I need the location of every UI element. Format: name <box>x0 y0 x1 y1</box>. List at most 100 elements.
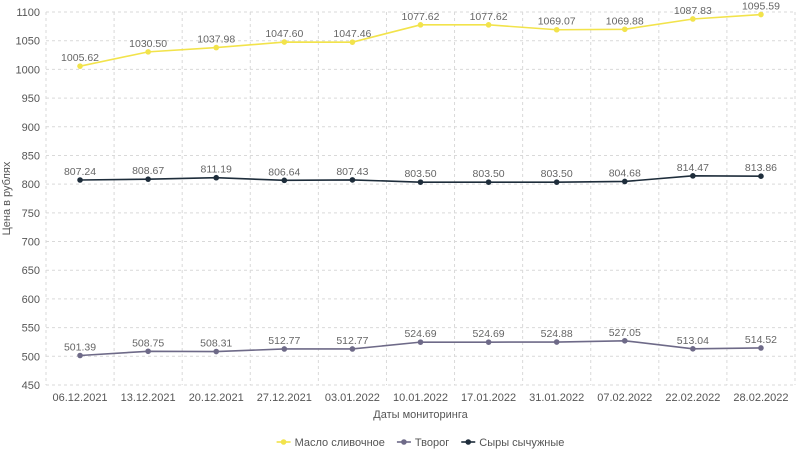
legend-marker <box>401 439 407 445</box>
x-axis-ticks: 06.12.2021 13.12.2021 20.12.2021 27.12.2021… <box>53 392 789 404</box>
x-tick-label: 31.01.2022 <box>529 392 584 404</box>
data-label: 1095.59 <box>742 1 780 13</box>
y-tick-label: 850 <box>22 150 40 162</box>
data-label: 508.75 <box>132 337 164 349</box>
y-tick-label: 600 <box>22 294 40 306</box>
y-tick-label: 650 <box>22 265 40 277</box>
data-label: 813.86 <box>745 162 777 174</box>
data-label: 512.77 <box>268 335 300 347</box>
legend-label: Масло сливочное <box>295 437 385 449</box>
data-point <box>77 177 83 183</box>
data-point <box>621 178 628 185</box>
data-label: 501.39 <box>64 342 96 354</box>
legend-marker <box>280 439 287 445</box>
data-point <box>213 44 220 51</box>
y-tick-label: 900 <box>22 122 40 134</box>
data-point <box>758 173 764 180</box>
data-label: 806.64 <box>268 166 300 178</box>
data-point <box>690 173 696 179</box>
data-label: 803.50 <box>541 168 573 180</box>
data-point <box>145 176 151 182</box>
data-point <box>145 348 151 355</box>
y-tick-label: 450 <box>22 380 40 392</box>
data-label: 514.52 <box>745 334 777 346</box>
x-tick-label: 06.12.2021 <box>53 392 108 404</box>
legend-marker <box>465 439 472 445</box>
data-label: 807.43 <box>336 166 368 178</box>
x-tick-label: 13.12.2021 <box>121 392 176 404</box>
data-point <box>485 22 492 28</box>
grid <box>45 11 796 386</box>
data-label: 527.05 <box>609 327 641 339</box>
data-label: 1069.88 <box>606 15 644 27</box>
x-tick-label: 27.12.2021 <box>257 392 312 404</box>
y-tick-label: 750 <box>22 208 40 220</box>
data-point <box>417 179 424 185</box>
y-tick-label: 1050 <box>16 36 40 48</box>
data-label: 814.47 <box>677 162 709 174</box>
y-axis-title: Цена в рублях <box>1 161 13 235</box>
series-2: 501.39 508.75 508.31 512.77 512.77 524.69 524.… <box>64 327 777 359</box>
x-tick-label: 03.01.2022 <box>325 392 380 404</box>
data-label: 803.50 <box>473 168 505 180</box>
legend-item-2: Творог <box>396 437 449 449</box>
data-point <box>349 177 356 183</box>
legend-item-1: Масло сливочное <box>276 437 385 449</box>
x-tick-label: 10.01.2022 <box>393 392 448 404</box>
y-tick-label: 550 <box>22 323 40 335</box>
data-label: 1037.98 <box>197 34 235 46</box>
data-point <box>553 339 560 345</box>
data-point <box>417 339 424 345</box>
data-label: 1030.50 <box>129 38 167 50</box>
legend-label: Творог <box>415 437 449 449</box>
data-point <box>213 348 220 355</box>
data-label: 811.19 <box>201 164 232 176</box>
data-point <box>281 39 288 45</box>
data-point <box>485 179 492 185</box>
series-3: 807.24 808.67 811.19 806.64 807.43 803.50 803.… <box>64 162 777 185</box>
y-tick-label: 1000 <box>16 64 40 76</box>
data-label: 524.88 <box>541 328 573 340</box>
data-point <box>417 22 424 28</box>
data-label: 807.24 <box>64 166 96 178</box>
data-point <box>621 26 628 33</box>
legend: Масло сливочное Творог Сыры сычужные <box>276 437 564 449</box>
data-point <box>553 179 560 185</box>
series-1: 1005.62 1030.50 1037.98 1047.60 1047.46 1077.… <box>61 1 780 69</box>
data-point <box>281 177 288 184</box>
data-label: 1005.62 <box>61 52 99 64</box>
data-label: 1069.07 <box>538 16 576 28</box>
data-label: 513.04 <box>677 335 709 347</box>
data-label: 1087.83 <box>674 5 712 17</box>
data-point <box>349 39 356 45</box>
data-point <box>77 352 83 359</box>
data-point <box>281 346 288 352</box>
data-label: 803.50 <box>404 168 436 180</box>
data-label: 808.67 <box>132 165 164 177</box>
data-label: 1077.62 <box>470 11 508 23</box>
data-point <box>690 16 696 22</box>
data-point <box>621 337 628 344</box>
y-tick-label: 1100 <box>16 7 40 19</box>
x-tick-label: 22.02.2022 <box>665 392 720 404</box>
x-tick-label: 20.12.2021 <box>189 392 244 404</box>
data-point <box>145 49 151 55</box>
x-axis-title: Даты мониторинга <box>373 409 468 421</box>
data-point <box>349 346 356 352</box>
data-label: 804.68 <box>609 167 641 179</box>
y-tick-label: 500 <box>22 351 40 363</box>
y-tick-label: 950 <box>22 93 40 105</box>
series-layer: 1005.62 1030.50 1037.98 1047.60 1047.46 1077.… <box>61 1 780 359</box>
y-tick-label: 700 <box>22 237 40 249</box>
data-point <box>758 345 764 351</box>
legend-label: Сыры сычужные <box>479 437 564 449</box>
data-label: 1047.60 <box>265 28 303 40</box>
x-tick-label: 07.02.2022 <box>597 392 652 404</box>
y-axis-ticks: 450 500 550 600 650 700 750 800 850 900 950 1000 105… <box>16 7 40 392</box>
legend-item-3: Сыры сычужные <box>461 437 564 449</box>
x-tick-label: 28.02.2022 <box>733 392 788 404</box>
data-point <box>553 26 560 33</box>
y-tick-label: 800 <box>22 179 40 191</box>
data-point <box>690 346 696 352</box>
